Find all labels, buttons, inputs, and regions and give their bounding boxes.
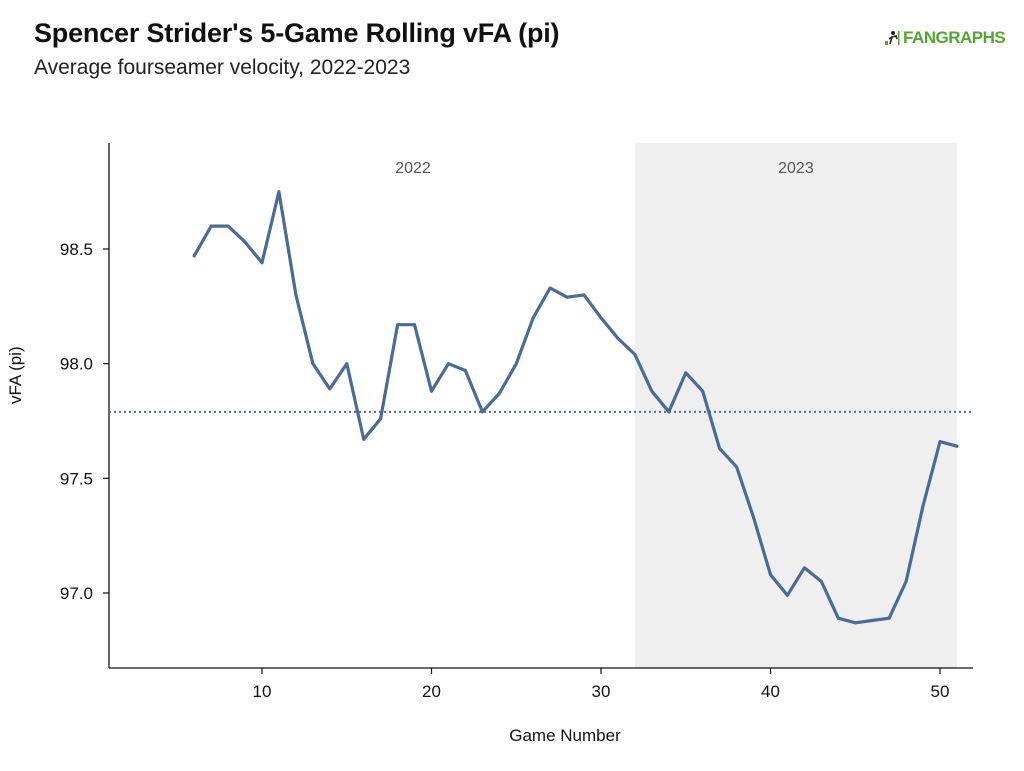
x-tick-label-10: 10 [253,682,272,701]
data-point-game-36 [701,389,705,393]
data-point-game-8 [226,224,230,228]
data-point-game-44 [836,616,840,620]
data-point-game-21 [447,362,450,366]
series-line-0 [192,190,959,625]
data-point-game-43 [819,580,823,583]
data-point-game-33 [650,389,654,393]
data-point-game-47 [887,616,891,620]
data-point-game-6 [192,254,196,258]
data-point-game-22 [464,369,467,372]
y-tick-label-97.5: 97.5 [60,469,93,488]
data-point-game-26 [531,316,535,320]
data-point-game-19 [413,323,416,327]
fangraphs-figure-icon [885,31,900,45]
logo-text: FANGRAPHS [903,28,1006,47]
data-point-game-9 [243,240,247,244]
data-point-game-24 [497,392,501,395]
y-tick-label-98.5: 98.5 [60,240,93,259]
data-point-game-10 [260,261,264,265]
fangraphs-logo: FANGRAPHS [884,28,1006,48]
data-point-game-37 [718,447,722,450]
data-point-game-46 [870,619,874,622]
chart-title: Spencer Strider's 5-Game Rolling vFA (pi… [34,18,560,48]
series-layer [192,190,959,625]
x-tick-label-30: 30 [592,682,611,701]
data-point-game-31 [616,337,620,340]
data-point-game-12 [294,293,298,297]
data-point-game-34 [667,410,671,414]
data-point-game-20 [430,389,433,393]
data-point-game-39 [752,515,755,519]
region-2023-shade [634,143,957,668]
chart-subtitle: Average fourseamer velocity, 2022-2023 [34,56,411,79]
data-point-game-42 [803,566,806,570]
data-point-game-51 [955,444,959,448]
data-point-game-45 [853,621,857,625]
data-point-game-32 [633,353,637,356]
region-label-2022: 2022 [395,160,431,177]
data-point-game-35 [684,371,688,375]
y-tick-label-98.0: 98.0 [60,355,93,374]
data-point-game-11 [277,190,281,194]
data-point-game-25 [514,362,518,366]
data-point-game-48 [904,580,908,583]
x-axis-label: Game Number [509,726,621,745]
data-point-game-23 [480,410,484,414]
data-point-game-14 [328,387,332,391]
x-tick-label-20: 20 [422,682,441,701]
data-point-game-30 [599,316,603,320]
chart-axes: 10 20 30 40 50 97.0 97.5 98.0 98.5 [60,143,973,701]
data-point-game-15 [345,362,349,366]
data-point-game-28 [565,295,569,299]
x-tick-label-50: 50 [931,682,950,701]
data-point-game-41 [786,593,789,597]
data-point-game-16 [362,437,366,441]
y-tick-label-97.0: 97.0 [60,584,93,603]
data-point-game-7 [209,224,213,228]
data-point-game-27 [548,286,552,290]
data-point-game-13 [311,362,315,366]
data-point-game-40 [769,573,772,577]
data-point-game-49 [921,504,925,508]
data-point-game-17 [379,417,383,421]
x-tick-label-40: 40 [761,682,780,701]
data-point-game-50 [938,440,942,444]
data-point-game-29 [582,293,586,297]
region-label-2023: 2023 [778,160,814,177]
data-point-game-38 [735,465,738,469]
data-point-game-18 [396,323,399,327]
y-axis-label: vFA (pi) [6,346,25,404]
